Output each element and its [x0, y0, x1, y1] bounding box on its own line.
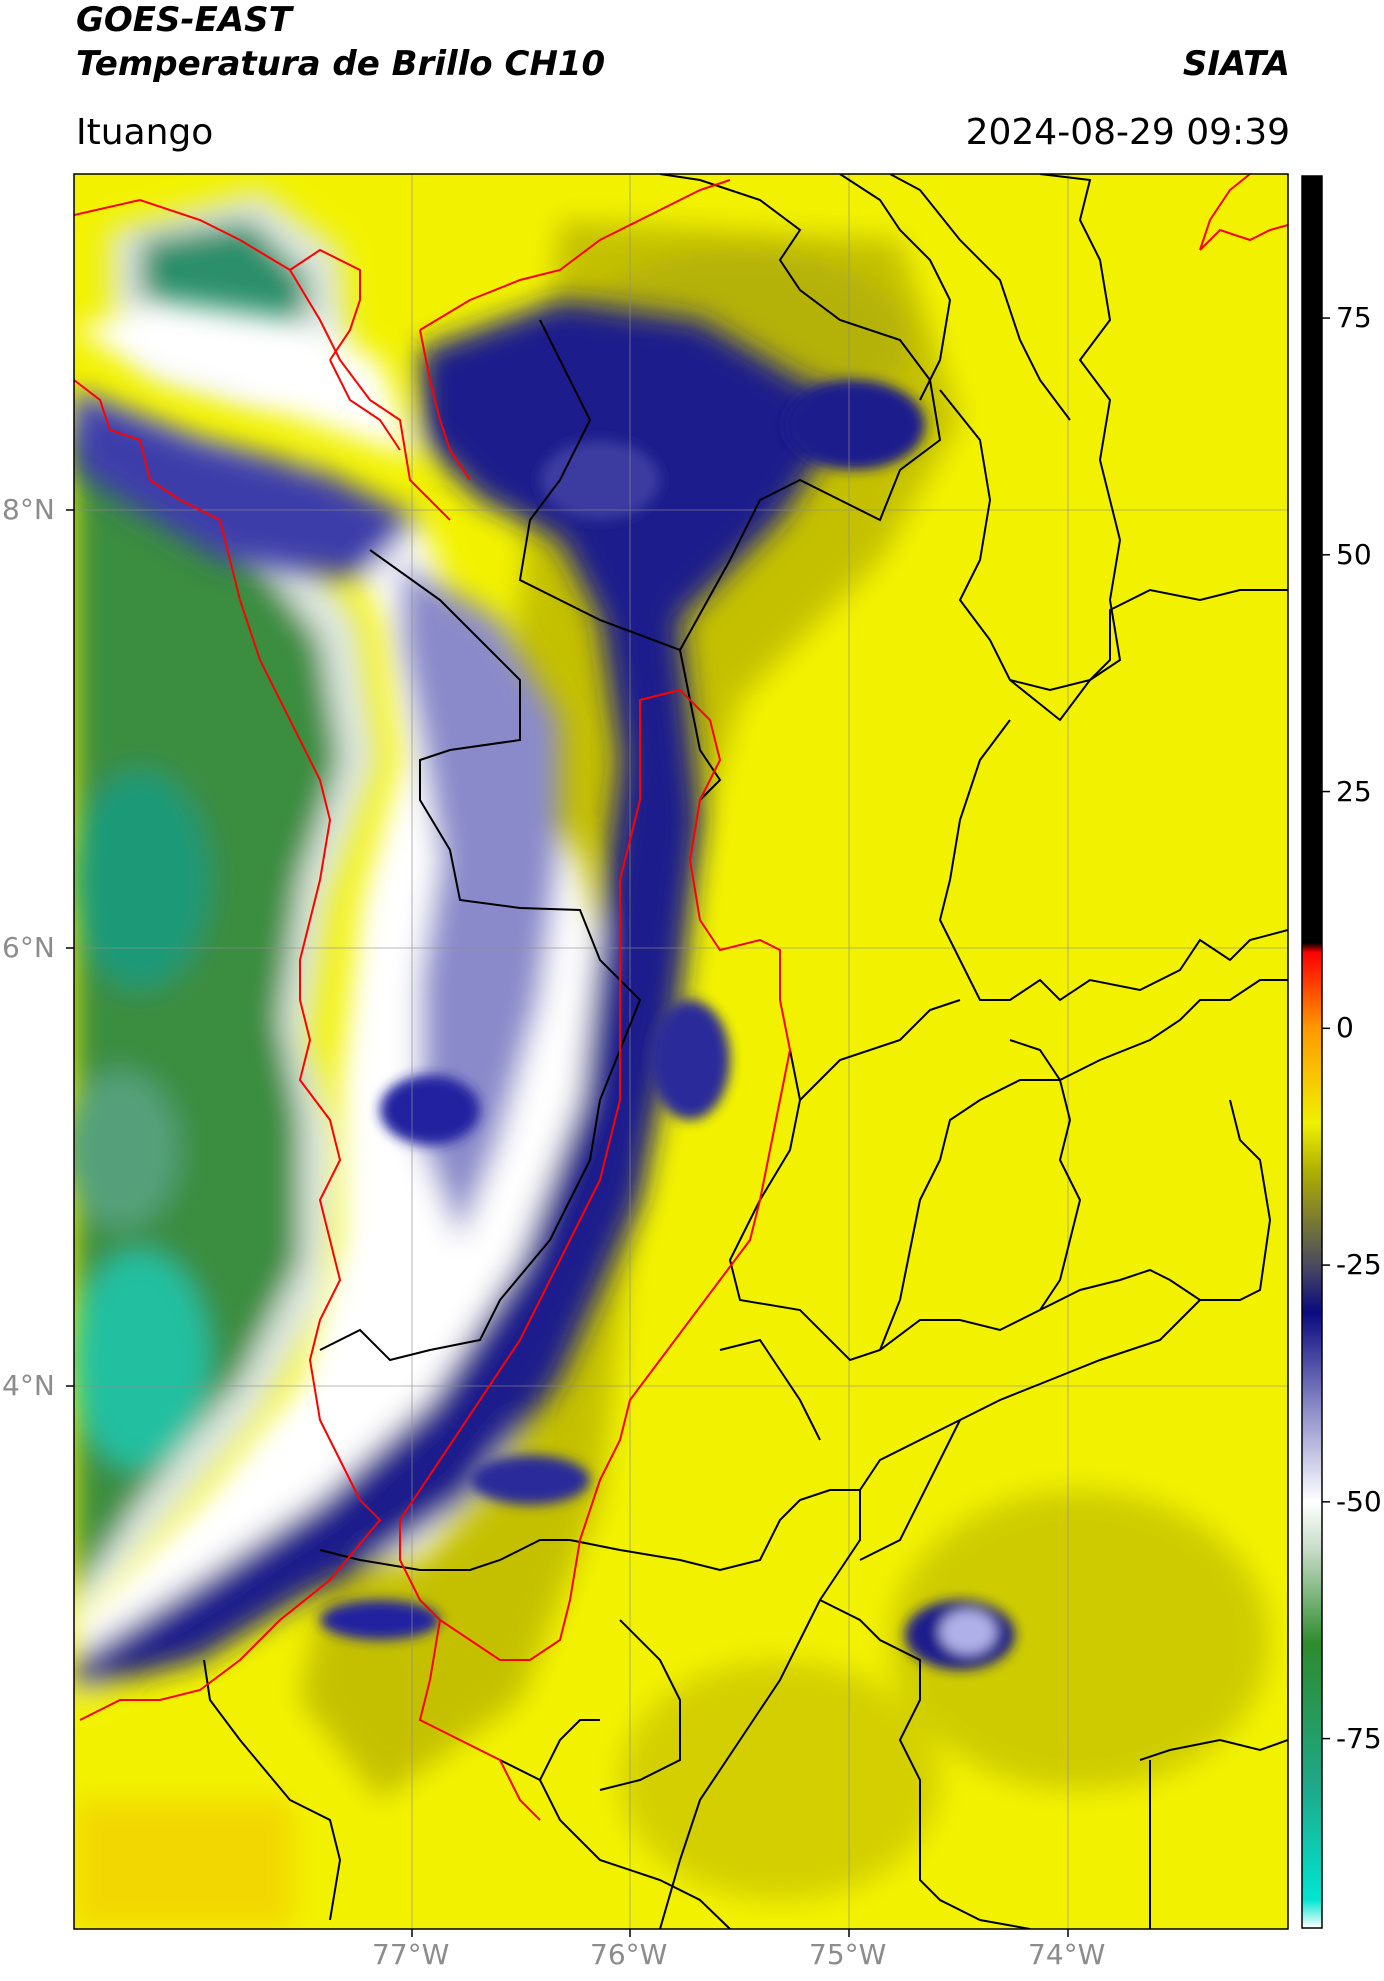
map-field	[74, 174, 1288, 1929]
lon-label-76w: 76°W	[590, 1938, 668, 1971]
product-title: Temperatura de Brillo CH10	[76, 44, 606, 84]
organization-label: SIATA	[1182, 44, 1290, 84]
colorbar-gradient	[1301, 175, 1323, 1929]
lon-label-74w: 74°W	[1028, 1938, 1106, 1971]
colorbar-tick-label: -50	[1336, 1484, 1382, 1518]
red-boundaries	[74, 174, 1288, 1821]
cloud-cells	[320, 380, 1015, 1670]
colorbar-tick-label: 25	[1336, 774, 1372, 808]
datetime-label: 2024-08-29 09:39	[965, 112, 1290, 153]
map-frame	[73, 173, 1289, 1930]
lon-label-77w: 77°W	[372, 1938, 450, 1971]
lat-label-8n: 8°N	[2, 493, 55, 526]
colorbar-tick-label: 50	[1336, 537, 1372, 571]
lat-label-4n: 4°N	[2, 1369, 55, 1402]
lat-label-6n: 6°N	[2, 931, 55, 964]
graticule	[74, 174, 1288, 1929]
admin-boundaries	[203, 174, 1288, 1929]
colorbar-tick-label: 0	[1336, 1011, 1354, 1045]
lon-label-75w: 75°W	[809, 1938, 887, 1971]
colorbar-tick-label: -25	[1336, 1248, 1382, 1282]
axis-ticks	[66, 509, 1069, 1937]
colorbar-tick-label: 75	[1336, 301, 1372, 335]
colorbar-tick-label: -75	[1336, 1721, 1382, 1755]
location-label: Ituango	[76, 112, 214, 153]
satellite-title: GOES-EAST	[76, 0, 292, 40]
pacific-cold-surface	[74, 174, 380, 1640]
